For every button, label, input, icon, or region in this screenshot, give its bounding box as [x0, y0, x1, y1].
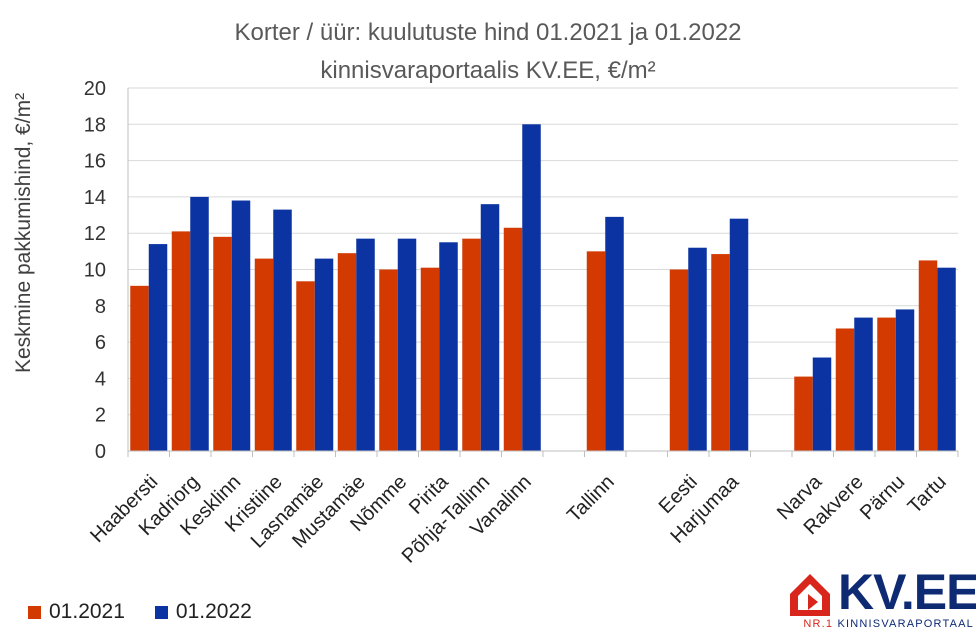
bar-01.2022-0	[148, 244, 168, 451]
legend-swatch-2022	[154, 605, 168, 619]
bar-01.2021-11	[586, 251, 606, 451]
category-label: Pärnu	[856, 471, 909, 524]
bar-01.2022-4	[314, 258, 334, 451]
legend: 01.2021 01.2022	[28, 600, 282, 624]
y-tick-labels: 0 2 4 6 8 10 12 14 16 18 20	[84, 78, 106, 463]
bar-01.2022-1	[190, 196, 209, 451]
logo-tag-rest: KINNISVARAPORTAAL	[837, 618, 974, 630]
category-labels: HaaberstiKadriorgKesklinnKristiineLasnam…	[86, 470, 951, 567]
y-tick-label: 14	[84, 187, 106, 209]
bar-01.2021-8	[462, 238, 481, 451]
bar-01.2022-6	[397, 238, 417, 451]
bar-01.2021-9	[503, 227, 523, 451]
bar-01.2021-13	[669, 269, 689, 451]
y-tick-label: 12	[84, 223, 106, 245]
bar-01.2022-17	[854, 317, 873, 451]
y-tick-label: 8	[95, 296, 106, 318]
logo-tag-nr: NR.1	[803, 618, 834, 630]
y-tick-label: 20	[84, 78, 106, 100]
bar-01.2021-17	[835, 328, 855, 451]
y-tick-label: 4	[95, 368, 106, 390]
category-label: Tartu	[904, 471, 951, 518]
bar-01.2021-0	[130, 285, 149, 451]
bar-01.2021-7	[420, 267, 440, 451]
bar-01.2022-11	[605, 216, 624, 451]
house-icon	[790, 574, 830, 616]
bar-chart: 0 2 4 6 8 10 12 14 16 18 20 HaaberstiKadriorgKeskl…	[12, 19, 959, 568]
legend-label-2021: 01.2021	[49, 600, 125, 623]
bar-01.2021-18	[877, 317, 896, 451]
bar-01.2022-13	[688, 247, 707, 451]
legend-swatch-2021	[28, 605, 41, 619]
category-label: Tallinn	[563, 471, 619, 527]
bar-01.2021-5	[337, 253, 357, 451]
y-tick-label: 2	[95, 405, 106, 427]
bar-01.2021-3	[254, 258, 274, 451]
grid-lines	[128, 87, 958, 452]
bar-01.2021-19	[918, 260, 938, 451]
bar-01.2021-4	[296, 281, 315, 451]
bar-01.2021-6	[379, 269, 398, 451]
bar-01.2022-2	[231, 200, 251, 451]
bar-01.2022-18	[895, 309, 915, 451]
chart-title: Korter / üür: kuulutuste hind 01.2021 ja…	[234, 19, 741, 46]
bar-01.2022-3	[273, 209, 292, 451]
bar-01.2022-9	[522, 124, 541, 452]
bar-01.2022-7	[439, 242, 458, 451]
axes	[127, 88, 959, 457]
y-axis-label: Keskmine pakkumishind, €/m²	[12, 93, 35, 373]
logo-wordmark: KV.EE	[838, 564, 976, 620]
y-tick-label: 0	[95, 441, 106, 463]
bar-01.2022-19	[937, 267, 956, 451]
bar-01.2021-16	[794, 376, 813, 451]
y-tick-label: 6	[95, 332, 106, 354]
legend-label-2022: 01.2022	[175, 600, 252, 623]
logo-tagline: NR.1 KINNISVARAPORTAAL	[788, 618, 974, 630]
y-tick-label: 18	[84, 114, 106, 136]
bar-01.2022-5	[356, 238, 375, 451]
bar-01.2022-14	[729, 218, 749, 451]
bar-01.2021-14	[711, 254, 730, 451]
chart-subtitle: kinnisvaraportaalis KV.EE, €/m²	[320, 57, 655, 84]
bars	[130, 124, 956, 452]
bar-01.2021-1	[171, 231, 191, 451]
legend-item-2021: 01.2021	[28, 600, 125, 624]
kv-ee-logo: KV.EE NR.1 KINNISVARAPORTAAL	[788, 564, 976, 632]
bar-01.2022-8	[480, 204, 500, 451]
bar-01.2021-2	[213, 236, 232, 451]
bar-01.2022-16	[812, 357, 832, 451]
y-tick-label: 10	[84, 260, 106, 282]
y-tick-label: 16	[84, 151, 106, 173]
legend-item-2022: 01.2022	[154, 600, 252, 624]
